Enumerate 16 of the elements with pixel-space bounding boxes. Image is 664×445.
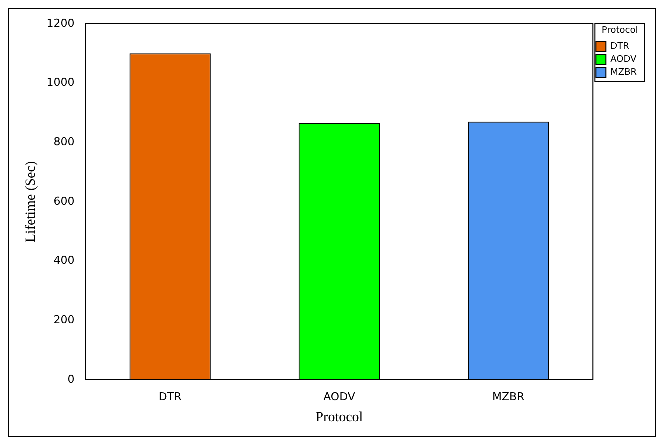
y-tick-label: 0 — [68, 372, 75, 386]
legend-label: AODV — [610, 55, 638, 66]
y-tick-label: 800 — [54, 136, 75, 149]
y-tick-label: 600 — [54, 194, 75, 208]
legend-label: DTR — [610, 42, 630, 52]
y-tick-label: 400 — [54, 254, 75, 268]
x-tick-label: AODV — [324, 390, 356, 404]
x-tick-label: DTR — [158, 390, 182, 404]
x-axis-title: Protocol — [316, 410, 364, 426]
y-tick-label: 1200 — [46, 16, 75, 30]
y-tick-label: 1000 — [46, 76, 75, 90]
x-tick-label: MZBR — [492, 390, 526, 404]
y-axis-title: Lifetime (Sec) — [24, 161, 40, 243]
legend-title: Protocol — [602, 26, 638, 36]
legend-label: MZBR — [610, 68, 637, 78]
y-tick-label: 200 — [54, 314, 75, 327]
